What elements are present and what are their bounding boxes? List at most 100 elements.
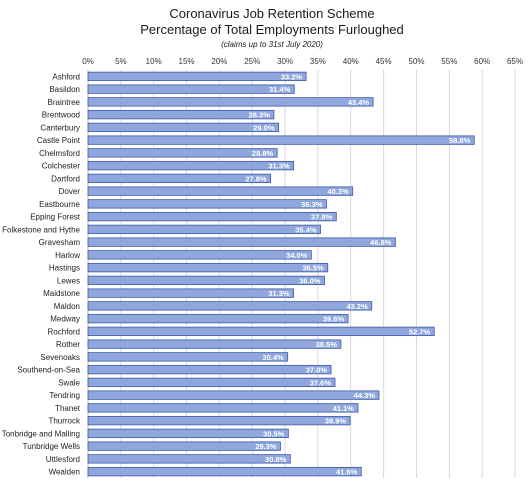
data-label: 33.2% (281, 72, 303, 81)
category-label: Maidstone (43, 289, 80, 298)
bar (87, 250, 312, 260)
data-label: 43.2% (347, 302, 369, 311)
data-label: 29.0% (253, 123, 275, 132)
x-tick-label: 0% (82, 57, 94, 66)
bar (87, 415, 351, 426)
x-tick-label: 60% (474, 57, 490, 66)
category-label: Dover (59, 187, 81, 196)
category-label: Chelmsford (39, 149, 80, 158)
bar (87, 377, 336, 388)
data-label: 37.6% (310, 378, 332, 387)
data-label: 30.5% (263, 429, 285, 438)
bar (87, 237, 396, 247)
x-tick-label: 40% (343, 57, 359, 66)
category-label: Tonbridge and Malling (2, 429, 80, 438)
data-label: 29.3% (255, 442, 277, 451)
category-label: Tunbridge Wells (23, 442, 80, 451)
bar (87, 186, 354, 196)
data-label: 31.4% (269, 85, 291, 94)
category-label: Southend-on-Sea (17, 366, 80, 375)
bar (87, 466, 362, 477)
data-label: 30.8% (265, 455, 287, 464)
category-label: Dartford (51, 174, 80, 183)
x-axis-ticks: 0% 5% 10% 15% 20% 25% 30% 35% 40% 45% 50% 55% 60% 65% (82, 57, 523, 66)
category-label: Brentwood (42, 111, 80, 120)
category-labels: Ashford Basildon Braintree Brentwood Canterb… (2, 72, 81, 476)
data-label: 28.8% (252, 149, 274, 158)
data-label: 31.3% (268, 289, 290, 298)
data-label: 34.0% (286, 251, 308, 260)
bar (87, 403, 359, 413)
bar (87, 135, 475, 145)
bar (87, 160, 295, 171)
category-label: Epping Forest (30, 213, 81, 222)
category-label: Canterbury (40, 123, 80, 132)
data-label: 36.3% (301, 200, 323, 209)
data-label: 36.5% (302, 264, 324, 273)
bar (87, 199, 327, 209)
bar (87, 148, 278, 158)
bar (87, 313, 349, 324)
bar (87, 326, 435, 337)
category-label: Rochford (48, 327, 80, 336)
x-tick-label: 65% (507, 57, 523, 66)
bar (87, 454, 291, 464)
data-label: 28.3% (249, 111, 271, 120)
bar (87, 390, 380, 400)
data-label: 37.0% (306, 366, 328, 375)
bar (87, 71, 307, 82)
category-label: Eastbourne (39, 200, 80, 209)
x-tick-label: 45% (376, 57, 392, 66)
data-label: 41.6% (336, 468, 358, 477)
data-labels: 33.2% 31.4% 43.4% 28.3% 29.0% 58.8% 28.8% 31.3%… (245, 72, 470, 476)
bars (87, 71, 475, 477)
bar (87, 428, 289, 439)
data-label: 52.7% (409, 327, 431, 336)
x-tick-label: 30% (277, 57, 293, 66)
category-label: Ashford (52, 72, 80, 81)
category-label: Thurrock (48, 417, 81, 426)
data-label: 41.1% (333, 404, 355, 413)
bar (87, 339, 342, 349)
category-label: Uttlesford (46, 455, 80, 464)
category-label: Harlow (55, 251, 80, 260)
data-label: 39.9% (325, 417, 347, 426)
category-label: Braintree (48, 98, 81, 107)
bar (87, 301, 373, 311)
bar (87, 364, 332, 375)
chart-note: (claims up to 31st July 2020) (221, 40, 323, 49)
chart-subtitle: Percentage of Total Employments Furlough… (140, 22, 404, 37)
bar (87, 224, 321, 235)
category-label: Basildon (49, 85, 80, 94)
bar (87, 122, 279, 133)
category-label: Thanet (55, 404, 81, 413)
category-label: Colchester (42, 162, 81, 171)
data-label: 39.6% (323, 315, 345, 324)
data-label: 46.8% (370, 238, 392, 247)
bar (87, 441, 281, 451)
data-label: 35.4% (295, 225, 317, 234)
category-label: Folkestone and Hythe (2, 225, 80, 234)
category-label: Sevenoaks (40, 353, 80, 362)
data-label: 36.0% (299, 276, 321, 285)
data-label: 44.3% (354, 391, 376, 400)
x-tick-label: 5% (115, 57, 127, 66)
data-label: 30.4% (262, 353, 284, 362)
data-label: 43.4% (348, 98, 370, 107)
category-label: Wealden (49, 468, 80, 477)
x-tick-label: 35% (310, 57, 326, 66)
x-tick-label: 10% (146, 57, 162, 66)
x-tick-label: 15% (179, 57, 195, 66)
bar (87, 109, 275, 120)
bar (87, 211, 337, 222)
category-label: Maldon (54, 302, 80, 311)
bar (87, 288, 295, 298)
bar (87, 97, 374, 107)
category-label: Rother (56, 340, 80, 349)
data-label: 31.3% (268, 162, 290, 171)
data-label: 27.8% (245, 174, 267, 183)
category-label: Castle Point (37, 136, 81, 145)
bar (87, 84, 295, 94)
x-tick-label: 55% (441, 57, 457, 66)
bar (87, 262, 329, 273)
